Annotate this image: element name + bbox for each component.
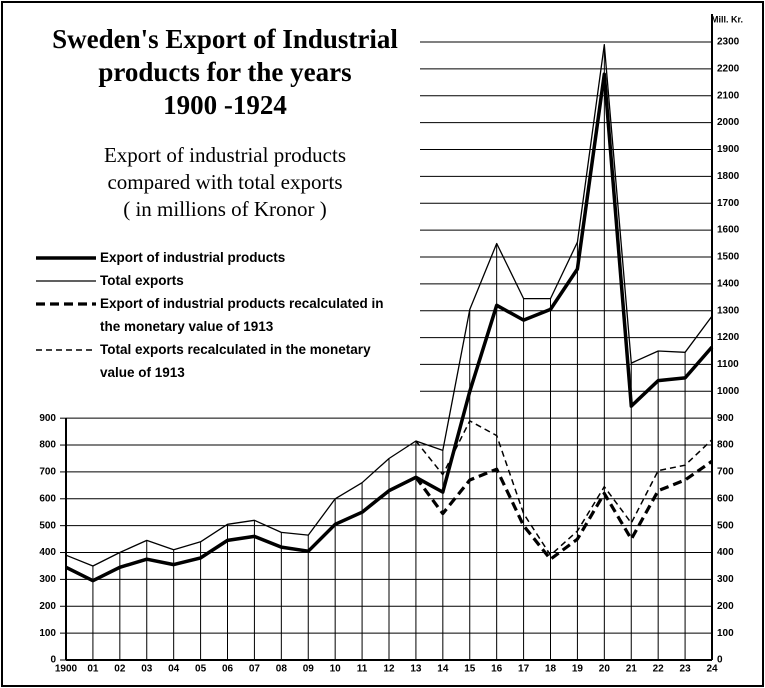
series-line bbox=[414, 459, 713, 561]
y-tick-label: 1200 bbox=[717, 332, 740, 343]
legend-label: Total exports bbox=[100, 273, 184, 288]
y2-tick-label: 500 bbox=[39, 520, 56, 531]
y-tick-label: 300 bbox=[717, 574, 734, 585]
x-tick-label: 02 bbox=[114, 664, 126, 675]
series-line bbox=[65, 72, 714, 583]
x-tick-label: 24 bbox=[706, 664, 718, 675]
chart-title: products for the years bbox=[98, 57, 351, 87]
y-tick-label: 1600 bbox=[717, 225, 740, 236]
legend-label: Total exports recalculated in the moneta… bbox=[100, 342, 371, 380]
y-tick-label: 1000 bbox=[717, 386, 740, 397]
x-tick-label: 01 bbox=[87, 664, 99, 675]
x-tick-label: 21 bbox=[626, 664, 638, 675]
x-tick-label: 03 bbox=[141, 664, 153, 675]
chart-subtitle: compared with total exports bbox=[107, 170, 342, 194]
legend-swatch bbox=[36, 349, 96, 351]
y-tick-label: 700 bbox=[717, 467, 734, 478]
y-tick-label: 1700 bbox=[717, 198, 740, 209]
legend: Export of industrial products Total expor… bbox=[34, 246, 434, 384]
x-tick-label: 12 bbox=[383, 664, 395, 675]
x-tick-label: 07 bbox=[249, 664, 261, 675]
y-tick-label: 600 bbox=[717, 493, 734, 504]
legend-swatch bbox=[36, 302, 96, 306]
x-tick-label: 08 bbox=[276, 664, 288, 675]
y-tick-label: 1500 bbox=[717, 252, 740, 263]
x-tick-label: 05 bbox=[195, 664, 207, 675]
y2-tick-label: 900 bbox=[39, 413, 56, 424]
x-tick-label: 15 bbox=[464, 664, 476, 675]
legend-item: Total exports bbox=[34, 269, 434, 292]
chart-subtitle: ( in millions of Kronor ) bbox=[123, 197, 327, 221]
y2-tick-label: 100 bbox=[39, 628, 56, 639]
x-tick-label: 13 bbox=[410, 664, 422, 675]
legend-item: Export of industrial products recalculat… bbox=[34, 292, 434, 338]
x-tick-label: 11 bbox=[357, 664, 368, 675]
x-tick-label: 20 bbox=[599, 664, 611, 675]
legend-swatch bbox=[36, 280, 96, 282]
legend-label: Export of industrial products recalculat… bbox=[100, 296, 384, 334]
x-tick-label: 06 bbox=[222, 664, 234, 675]
y-tick-label: 2300 bbox=[717, 37, 740, 48]
series-line bbox=[415, 420, 713, 556]
x-tick-label: 09 bbox=[303, 664, 315, 675]
y2-tick-label: 0 bbox=[50, 655, 56, 666]
x-tick-label: 19 bbox=[572, 664, 584, 675]
y2-tick-label: 700 bbox=[39, 467, 56, 478]
y2-tick-label: 200 bbox=[39, 601, 56, 612]
y2-tick-label: 400 bbox=[39, 547, 56, 558]
y2-tick-label: 600 bbox=[39, 493, 56, 504]
x-tick-label: 14 bbox=[437, 664, 449, 675]
x-tick-label: 1900 bbox=[55, 664, 78, 675]
x-tick-label: 22 bbox=[653, 664, 665, 675]
y-tick-label: 200 bbox=[717, 601, 734, 612]
y2-tick-label: 300 bbox=[39, 574, 56, 585]
chart-subtitle: Export of industrial products bbox=[104, 143, 346, 167]
y-tick-label: 2200 bbox=[717, 64, 740, 75]
series-line bbox=[65, 44, 713, 567]
y-tick-label: 1400 bbox=[717, 278, 740, 289]
x-tick-label: 04 bbox=[168, 664, 180, 675]
y-tick-label: 1800 bbox=[717, 171, 740, 182]
x-tick-label: 16 bbox=[491, 664, 503, 675]
chart-title: 1900 -1924 bbox=[163, 90, 287, 120]
y2-tick-label: 800 bbox=[39, 440, 56, 451]
y-tick-label: 100 bbox=[717, 628, 734, 639]
y-tick-label: 1900 bbox=[717, 144, 740, 155]
y-tick-label: 1100 bbox=[717, 359, 739, 370]
legend-swatch bbox=[36, 256, 96, 260]
y-tick-label: 2100 bbox=[717, 90, 740, 101]
legend-label: Export of industrial products bbox=[100, 250, 286, 265]
x-tick-label: 10 bbox=[330, 664, 342, 675]
chart-title: Sweden's Export of Industrial bbox=[52, 24, 398, 54]
legend-item: Export of industrial products bbox=[34, 246, 434, 269]
y-axis-label: Mill. Kr. bbox=[711, 14, 743, 24]
x-tick-label: 23 bbox=[680, 664, 692, 675]
y-tick-label: 2000 bbox=[717, 117, 740, 128]
legend-item: Total exports recalculated in the moneta… bbox=[34, 338, 434, 384]
y-tick-label: 500 bbox=[717, 520, 734, 531]
y-tick-label: 400 bbox=[717, 547, 734, 558]
y-tick-label: 800 bbox=[717, 440, 734, 451]
x-tick-label: 18 bbox=[545, 664, 557, 675]
y-tick-label: 900 bbox=[717, 413, 734, 424]
y-tick-label: 1300 bbox=[717, 305, 740, 316]
y-tick-label: 0 bbox=[717, 655, 723, 666]
x-tick-label: 17 bbox=[518, 664, 530, 675]
